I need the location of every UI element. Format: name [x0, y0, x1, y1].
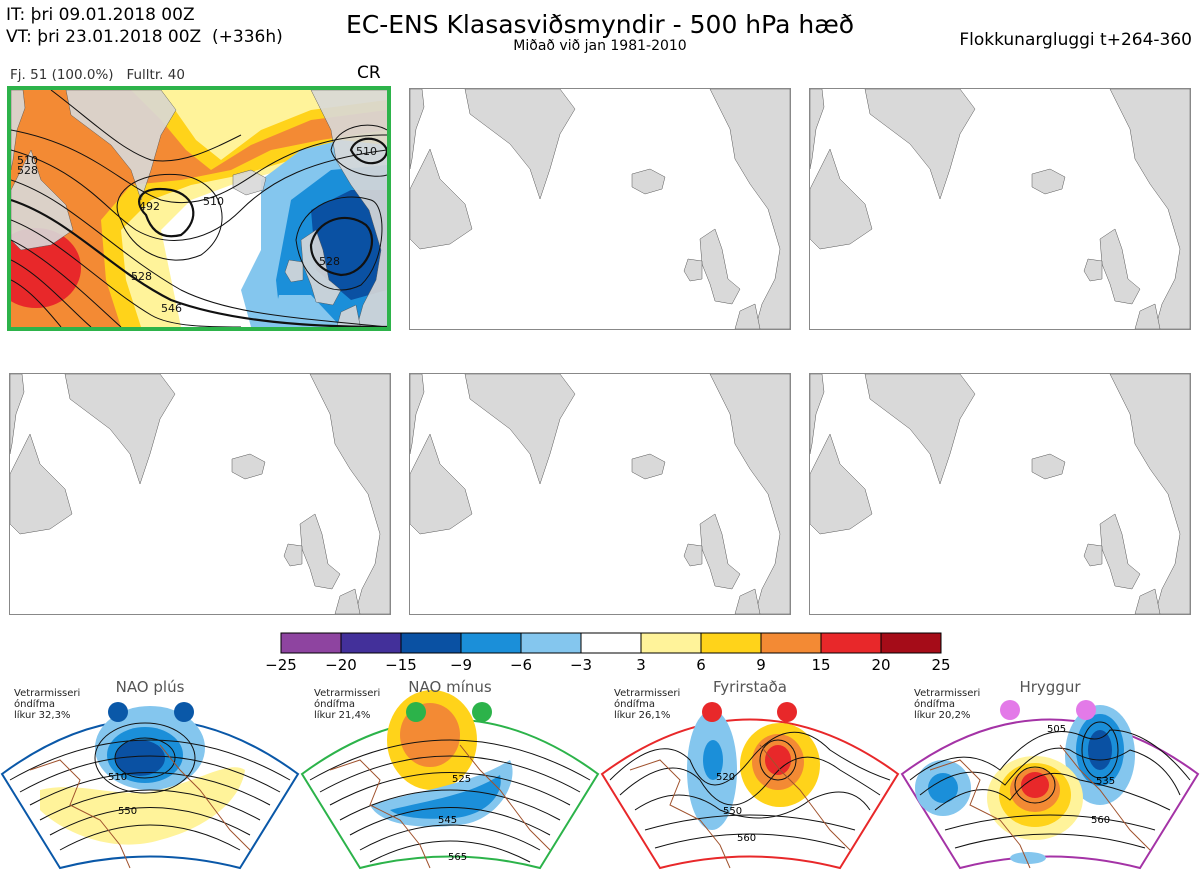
note-line: Vetrarmisseri	[914, 688, 981, 699]
panel1-info: Fj. 51 (100.0%) Fulltr. 40	[10, 67, 185, 83]
cluster-panel-2[interactable]	[409, 88, 791, 330]
regime-label: 560	[1091, 815, 1110, 826]
regime-dot	[472, 702, 492, 722]
contour-label: 546	[161, 302, 182, 315]
note-line: líkur 32,3%	[14, 710, 71, 721]
cluster-panel-5[interactable]	[409, 373, 791, 615]
note-line: líkur 21,4%	[314, 710, 371, 721]
regime-blocking: 520 550 560 Fyrirstaða Vetrarmisseri óndí…	[600, 630, 900, 871]
member-count: Fj. 51 (100.0%)	[10, 67, 114, 83]
contour-label: 492	[139, 200, 160, 213]
regime-title: NAO mínus	[408, 678, 492, 696]
cluster-map-1: 528 510 492 510 528 528 546 510	[11, 90, 387, 327]
cluster-map-3	[810, 89, 1190, 329]
contour-label: 528	[319, 255, 340, 268]
note-line: óndífma	[314, 699, 355, 710]
contour-label: 510	[203, 195, 224, 208]
note-line: óndífma	[914, 699, 955, 710]
note-line: Vetrarmisseri	[614, 688, 681, 699]
regime-note: Vetrarmisseri óndífma líkur 26,1%	[614, 688, 680, 721]
regime-dot	[108, 702, 128, 722]
valid-time: VT: þri 23.01.2018 00Z (+336h)	[6, 27, 283, 47]
colorbar-tick-label: −6	[509, 656, 533, 674]
regime-label: 565	[448, 852, 467, 863]
page-title: EC-ENS Klasasviðsmyndir - 500 hPa hæð	[345, 10, 855, 39]
regime-label: 550	[118, 806, 137, 817]
regime-note: Vetrarmisseri óndífma líkur 21,4%	[314, 688, 380, 721]
regime-label: 545	[438, 815, 457, 826]
regime-map-4: 505 535 560	[900, 705, 1200, 870]
regime-dot	[174, 702, 194, 722]
cluster-panel-6[interactable]	[809, 373, 1191, 615]
contour-label: 510	[17, 154, 38, 167]
cluster-map-2	[410, 89, 790, 329]
regime-map-3: 520 550 560	[600, 710, 900, 870]
cluster-panel-3[interactable]	[809, 88, 1191, 330]
regime-dot	[702, 702, 722, 722]
colorbar-tick-label: 15	[811, 656, 831, 674]
init-time: IT: þri 09.01.2018 00Z	[6, 5, 195, 25]
classification-window: Flokkunargluggi t+264-360	[959, 30, 1192, 50]
regime-dot	[777, 702, 797, 722]
regime-note: Vetrarmisseri óndífma líkur 32,3%	[14, 688, 80, 721]
regime-ridge: 505 535 560 Hryggur Vetrarmisseri óndífma…	[900, 630, 1200, 871]
regime-dot	[1076, 700, 1096, 720]
cluster-map-4	[10, 374, 390, 614]
note-line: Vetrarmisseri	[14, 688, 81, 699]
regime-title: Hryggur	[1019, 678, 1081, 696]
colorbar-tick-label: −20	[325, 656, 357, 674]
header-dates: IT: þri 09.01.2018 00Z VT: þri 23.01.2018…	[6, 4, 283, 48]
page-subtitle: Miðað við jan 1981-2010	[513, 38, 687, 54]
colorbar-tick-label: −25	[265, 656, 297, 674]
control-member: Fulltr. 40	[126, 67, 185, 83]
contour-label: 510	[356, 145, 377, 158]
colorbar-tick-label: −15	[385, 656, 417, 674]
regime-code: CR	[357, 63, 381, 83]
colorbar-tick-label: 25	[931, 656, 951, 674]
cluster-map-6	[810, 374, 1190, 614]
regime-nao-plus: 510 550 NAO plús Vetrarmisseri óndífma lík…	[0, 630, 300, 871]
regime-label: 525	[452, 774, 471, 785]
contour-label: 528	[17, 164, 38, 177]
note-line: óndífma	[614, 699, 655, 710]
regime-label: 510	[108, 772, 127, 783]
note-line: Vetrarmisseri	[314, 688, 381, 699]
colorbar	[280, 632, 942, 654]
colorbar-swatch	[880, 632, 942, 654]
note-line: líkur 26,1%	[614, 710, 671, 721]
contour-label: 528	[131, 270, 152, 283]
regime-label: 550	[723, 806, 742, 817]
cluster-map-5	[410, 374, 790, 614]
regime-label: 505	[1047, 724, 1066, 735]
regime-nao-minus: 525 545 565 NAO mínus Vetrarmisseri óndíf…	[300, 630, 600, 871]
regime-label: 520	[716, 772, 735, 783]
regime-title: NAO plús	[115, 678, 185, 696]
regime-map-1: 510 550	[0, 706, 300, 870]
regime-dot	[1000, 700, 1020, 720]
regime-note: Vetrarmisseri óndífma líkur 20,2%	[914, 688, 980, 721]
cluster-panel-4[interactable]	[9, 373, 391, 615]
regime-map-2: 525 545 565	[300, 690, 600, 870]
note-line: líkur 20,2%	[914, 710, 971, 721]
regime-dot	[406, 702, 426, 722]
colorbar-tick-label: 20	[871, 656, 891, 674]
colorbar-tick-label: 6	[696, 656, 706, 674]
regime-label: 535	[1096, 776, 1115, 787]
note-line: óndífma	[14, 699, 55, 710]
cluster-panel-1[interactable]: 528 510 492 510 528 528 546 510	[7, 86, 391, 331]
regime-title: Fyrirstaða	[713, 678, 787, 696]
regime-label: 560	[737, 833, 756, 844]
colorbar-tick-label: 9	[756, 656, 766, 674]
colorbar-tick-label: −9	[449, 656, 473, 674]
colorbar-tick-label: 3	[636, 656, 646, 674]
colorbar-tick-label: −3	[569, 656, 593, 674]
